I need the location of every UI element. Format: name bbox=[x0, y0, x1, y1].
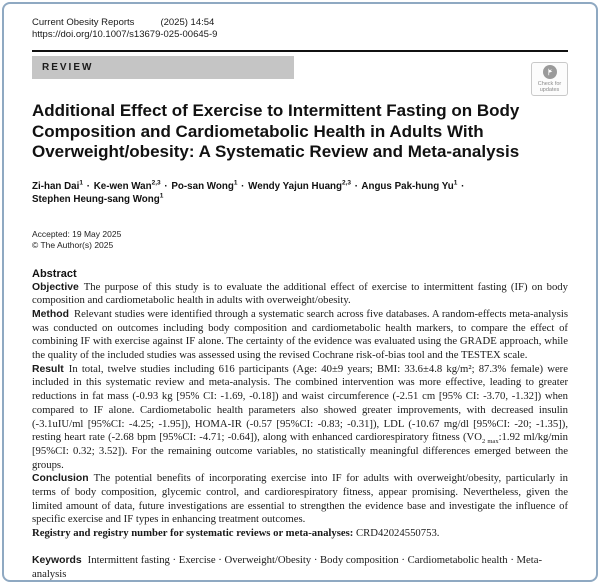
author-name: Ke-wen Wan bbox=[93, 180, 152, 192]
review-label: REVIEW bbox=[42, 62, 94, 73]
author-affiliation-sup: 2,3 bbox=[341, 179, 352, 187]
journal-header: Current Obesity Reports (2025) 14:54 bbox=[32, 17, 568, 29]
author-name: Po-san Wong bbox=[171, 180, 234, 192]
paper-title: Additional Effect of Exercise to Intermi… bbox=[32, 101, 520, 161]
keywords-text: Intermittent fasting · Exercise · Overwe… bbox=[32, 553, 543, 580]
author-affiliation-sup: 1 bbox=[79, 179, 83, 187]
section-label: Result bbox=[32, 363, 64, 375]
abstract-heading: Abstract bbox=[32, 267, 77, 280]
copyright-notice: © The Author(s) 2025 bbox=[32, 239, 114, 250]
section-text: The purpose of this study is to evaluate… bbox=[32, 280, 568, 307]
crossmark-icon bbox=[542, 65, 557, 79]
author-name: Angus Pak-hung Yu bbox=[361, 180, 454, 192]
author-separator: · bbox=[461, 180, 465, 192]
registry-number: CRD42024550753. bbox=[356, 527, 440, 540]
check-updates-badge[interactable]: Check for updates bbox=[531, 62, 568, 96]
registry-line: Registry and registry number for systema… bbox=[32, 527, 568, 541]
flag-icon bbox=[547, 68, 552, 76]
keywords-line: Keywords Intermittent fasting · Exercise … bbox=[32, 553, 568, 580]
section-label: Objective bbox=[32, 281, 79, 293]
vo2max-subscript: 2 max bbox=[481, 438, 499, 446]
author-list: Zi-han Dai1 · Ke-wen Wan2,3 · Po-san Won… bbox=[32, 179, 482, 207]
author-affiliation-sup: 1 bbox=[453, 179, 458, 187]
abstract-objective: Objective The purpose of this study is to… bbox=[32, 281, 568, 308]
author-affiliation-sup: 1 bbox=[233, 179, 238, 187]
author-name: Stephen Heung-sang Wong bbox=[32, 194, 160, 205]
publication-dates: Accepted: 19 May 2025 © The Author(s) 20… bbox=[32, 229, 568, 251]
section-label: Conclusion bbox=[32, 473, 89, 485]
section-text: :1.92 ml/kg/min [95%CI: 0.32; 3.52]). Fo… bbox=[32, 431, 568, 471]
journal-name: Current Obesity Reports bbox=[32, 17, 135, 28]
author-affiliation-sup: 1 bbox=[159, 192, 164, 200]
section-text: Relevant studies were identified through… bbox=[32, 307, 568, 362]
section-text: The potential benefits of incorporating … bbox=[32, 472, 568, 526]
author-separator: · bbox=[354, 180, 359, 192]
review-banner: REVIEW bbox=[32, 56, 294, 79]
author-name: Zi-han Dai bbox=[32, 180, 80, 192]
abstract-result: Result In total, twelve studies including… bbox=[32, 363, 568, 473]
section-text: In total, twelve studies including 616 p… bbox=[32, 362, 568, 444]
issue-info: (2025) 14:54 bbox=[160, 17, 215, 28]
author-separator: · bbox=[241, 180, 245, 192]
author-affiliation-sup: 2,3 bbox=[151, 179, 161, 187]
keywords-label: Keywords bbox=[32, 554, 82, 566]
registry-label: Registry and registry number for systema… bbox=[32, 527, 354, 540]
abstract-method: Method Relevant studies were identified t… bbox=[32, 308, 568, 363]
badge-label: Check for updates bbox=[537, 80, 562, 94]
divider-rule bbox=[32, 50, 568, 52]
author-separator: · bbox=[86, 180, 90, 192]
accepted-date: Accepted: 19 May 2025 bbox=[32, 228, 122, 239]
abstract-body: Objective The purpose of this study is to… bbox=[32, 281, 568, 541]
abstract-conclusion: Conclusion The potential benefits of inco… bbox=[32, 472, 568, 527]
author-separator: · bbox=[164, 180, 168, 192]
section-label: Method bbox=[32, 308, 69, 320]
doi-link[interactable]: https://doi.org/10.1007/s13679-025-00645… bbox=[32, 29, 218, 40]
author-name: Wendy Yajun Huang bbox=[248, 180, 342, 192]
